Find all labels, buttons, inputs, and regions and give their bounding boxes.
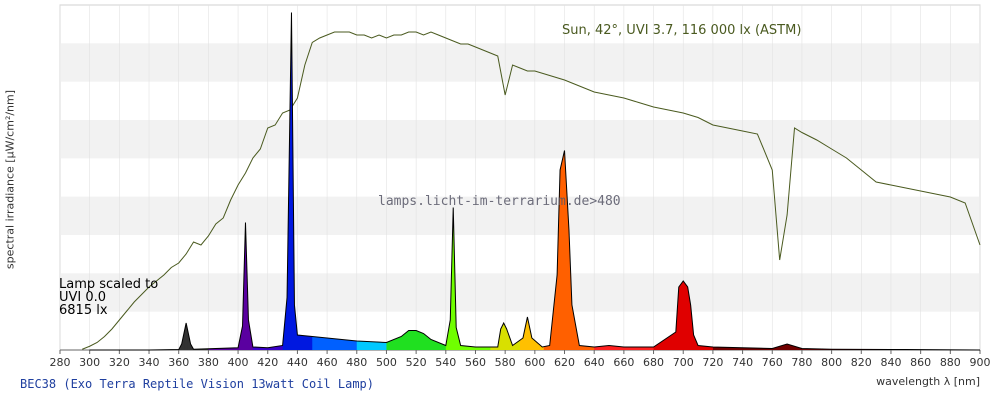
x-tick-label: 400	[228, 356, 249, 369]
x-tick-label: 320	[109, 356, 130, 369]
x-tick-label: 620	[554, 356, 575, 369]
x-tick-label: 420	[257, 356, 278, 369]
x-tick-label: 880	[940, 356, 961, 369]
x-tick-label: 820	[851, 356, 872, 369]
x-axis: 280 300 320 340 360 380 400 420 440 460 480 500 520 5…	[50, 349, 991, 369]
grid-band	[60, 120, 980, 159]
x-tick-label: 720	[702, 356, 723, 369]
watermark: lamps.licht-im-terrarium.de>480	[378, 194, 621, 209]
lamp-scale-line-2: UVI 0.0	[59, 290, 107, 305]
x-tick-label: 480	[346, 356, 367, 369]
x-tick-label: 740	[732, 356, 753, 369]
sun-spectrum-outline	[82, 31, 981, 350]
x-tick-label: 380	[198, 356, 219, 369]
x-tick-label: 860	[910, 356, 931, 369]
x-tick-label: 580	[495, 356, 516, 369]
x-tick-label: 660	[613, 356, 634, 369]
x-tick-label: 900	[970, 356, 991, 369]
lamp-band	[288, 12, 292, 350]
x-tick-label: 840	[880, 356, 901, 369]
lamp-caption: BEC38 (Exo Terra Reptile Vision 13watt C…	[20, 377, 375, 391]
x-tick-label: 700	[673, 356, 694, 369]
x-tick-label: 600	[524, 356, 545, 369]
grid-lines	[59, 4, 981, 351]
x-tick-label: 540	[435, 356, 456, 369]
x-tick-label: 680	[643, 356, 664, 369]
x-tick-label: 560	[465, 356, 486, 369]
grid-band	[60, 43, 980, 82]
sun-series-label: Sun, 42°, UVI 3.7, 116 000 lx (ASTM)	[562, 23, 802, 38]
x-tick-label: 340	[139, 356, 160, 369]
grid-band	[60, 273, 980, 312]
x-tick-label: 520	[406, 356, 427, 369]
lamp-scale-line-1: Lamp scaled to	[59, 277, 159, 292]
lamp-scale-note: Lamp scaled to UVI 0.0 6815 lx	[59, 278, 158, 317]
x-tick-label: 500	[376, 356, 397, 369]
x-tick-label: 760	[762, 356, 783, 369]
lamp-scale-line-3: 6815 lx	[59, 303, 108, 318]
x-tick-label: 780	[791, 356, 812, 369]
x-tick-label: 800	[821, 356, 842, 369]
x-tick-label: 440	[287, 356, 308, 369]
x-axis-label: wavelength λ [nm]	[876, 375, 980, 388]
lamp-band	[558, 12, 563, 350]
y-axis-label: spectral irradiance [µW/cm²/nm]	[3, 89, 17, 270]
x-tick-label: 300	[79, 356, 100, 369]
lamp-spectrum-outline	[89, 12, 981, 351]
x-tick-label: 360	[168, 356, 189, 369]
x-tick-label: 460	[317, 356, 338, 369]
x-tick-label: 640	[584, 356, 605, 369]
x-tick-label: 280	[50, 356, 71, 369]
lamp-band	[561, 12, 566, 350]
